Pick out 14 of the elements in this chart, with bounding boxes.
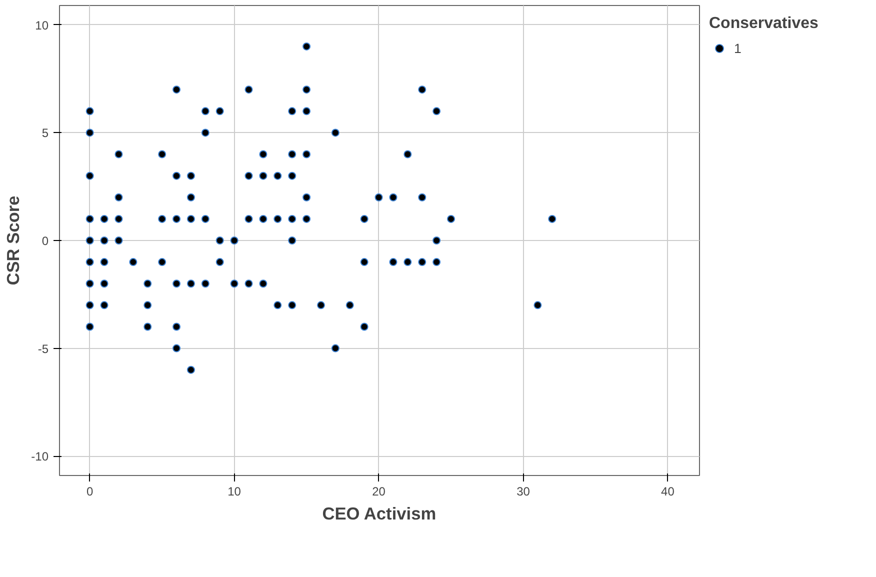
y-tick-label: 10 bbox=[35, 18, 49, 32]
x-tick-label: 10 bbox=[228, 484, 242, 498]
y-tick-label: 5 bbox=[42, 126, 49, 140]
x-tick-label: 0 bbox=[86, 484, 94, 498]
y-tick-label: -5 bbox=[38, 342, 49, 356]
x-tick-label: 30 bbox=[516, 484, 530, 498]
x-axis-title: CEO Activism bbox=[322, 504, 436, 524]
y-tick-label: -10 bbox=[31, 450, 49, 464]
y-axis-title: CSR Score bbox=[3, 195, 24, 286]
x-tick-label: 40 bbox=[661, 484, 675, 498]
y-tick-label: 0 bbox=[42, 234, 49, 248]
legend-title: Conservatives bbox=[709, 15, 818, 33]
x-tick-label: 20 bbox=[372, 484, 386, 498]
legend-label: 1 bbox=[734, 40, 742, 56]
